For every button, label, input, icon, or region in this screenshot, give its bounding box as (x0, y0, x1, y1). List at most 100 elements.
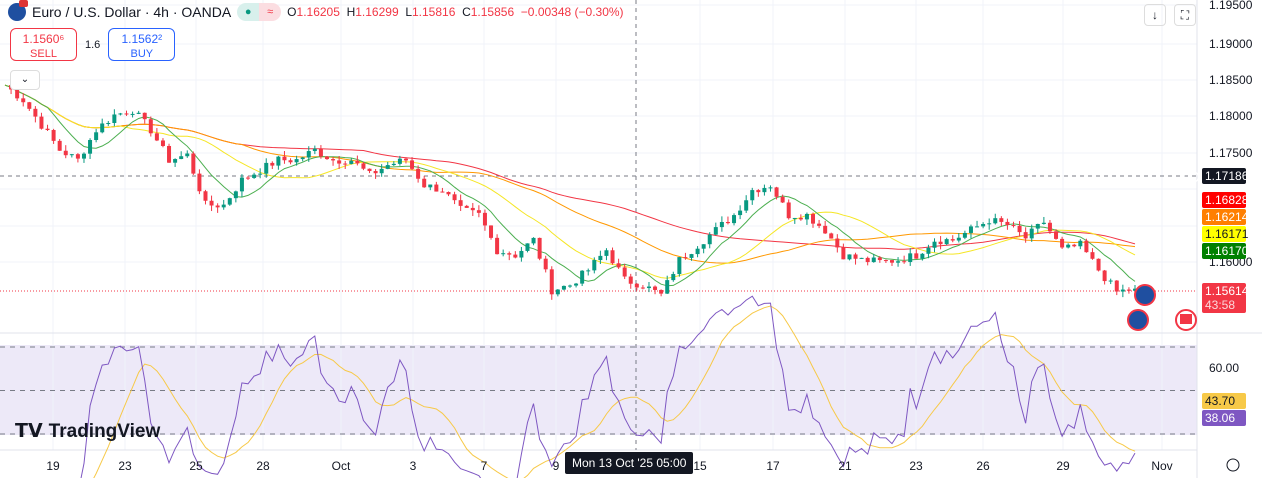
event-icons[interactable] (1127, 284, 1197, 331)
fullscreen-button[interactable]: ⛶ (1174, 4, 1196, 26)
candle (999, 218, 1004, 222)
eu-event-icon[interactable] (1134, 284, 1156, 306)
candle (671, 274, 676, 281)
candle (586, 270, 591, 272)
candle (470, 207, 475, 211)
candles (9, 80, 1137, 300)
candle (349, 160, 354, 164)
candle (896, 261, 901, 263)
candle (312, 148, 317, 152)
candle (264, 162, 269, 174)
tradingview-logo[interactable]: 𝗧𝗩 TradingView (15, 420, 161, 443)
price-tick: 1.19000 (1209, 37, 1253, 51)
time-tick: 19 (46, 459, 60, 473)
spread: 1.6 (85, 38, 101, 51)
wave-icon: ≈ (259, 3, 282, 21)
candle (732, 215, 737, 224)
time-tick: 7 (480, 459, 488, 473)
candle (142, 112, 147, 120)
candle (106, 122, 111, 124)
rsi-tick: 60.00 (1209, 361, 1240, 375)
time-tick: Oct (331, 459, 351, 473)
rsi-ma-tag: 43.70 (1202, 393, 1246, 409)
candle (324, 156, 329, 160)
us-flag (1180, 314, 1192, 324)
candle (476, 210, 481, 213)
time-tick: 9 (552, 459, 560, 473)
candle (841, 247, 846, 260)
candle (798, 217, 803, 220)
ma-mid-line (4, 84, 1136, 279)
candle (355, 160, 360, 164)
candle (1060, 238, 1065, 248)
eurusd-flag-icon (8, 0, 28, 21)
candle (598, 255, 603, 261)
candle (1066, 244, 1071, 248)
time-tick: 15 (693, 459, 707, 473)
candle (507, 253, 512, 255)
symbol-header: Euro / U.S. Dollar · 4h · OANDA ● ≈ O1.1… (8, 0, 624, 21)
candle (713, 227, 718, 235)
candle (258, 173, 263, 175)
sell-button[interactable]: 1.1560⁶ SELL (10, 28, 77, 61)
candle (94, 132, 99, 140)
eu-event-icon[interactable] (1127, 309, 1149, 331)
rsi-value-tag: 38.06 (1202, 410, 1246, 426)
candle (403, 158, 408, 161)
candle (276, 156, 281, 166)
candle (847, 254, 852, 260)
candle (318, 148, 323, 157)
candle (1114, 280, 1119, 292)
candle (1084, 240, 1089, 253)
candle (410, 160, 415, 169)
candle (446, 191, 451, 195)
candle (604, 250, 609, 256)
tv-logo-icon: 𝗧𝗩 (15, 421, 43, 442)
price-tick: 1.17500 (1209, 146, 1253, 160)
candle (853, 254, 858, 259)
ma-long-tag: 1.16828 (1202, 192, 1248, 208)
price-tick: 1.18500 (1209, 73, 1253, 87)
candle (1078, 240, 1083, 247)
chart-tools: ↓ ⛶ (1144, 4, 1196, 26)
candle (1120, 289, 1125, 292)
candle (610, 250, 615, 264)
candle (914, 253, 919, 259)
candle (148, 119, 153, 134)
symbol-title[interactable]: Euro / U.S. Dollar · 4h · OANDA (32, 4, 232, 20)
candle (804, 213, 809, 220)
candle (987, 223, 992, 225)
candle (1096, 258, 1101, 271)
candle (124, 113, 129, 115)
candle (482, 212, 487, 226)
candle (531, 237, 536, 244)
candle (221, 204, 226, 208)
candle (792, 217, 797, 219)
candle (422, 178, 427, 188)
candle (677, 257, 682, 275)
candle (811, 213, 816, 224)
status-pill[interactable]: ● ≈ (237, 3, 282, 21)
ma-long-line (4, 84, 1136, 250)
candle (622, 267, 627, 277)
candle (227, 198, 232, 205)
candle (203, 191, 208, 201)
candle (428, 184, 433, 188)
candle (561, 285, 566, 290)
candle (45, 128, 50, 131)
candle (938, 241, 943, 245)
candle (513, 254, 518, 258)
candle (719, 221, 724, 228)
ma-mid-tag: 1.16171 (1202, 226, 1248, 242)
add-alert-icon[interactable] (1183, 169, 1199, 185)
candle (1023, 232, 1028, 239)
candle (88, 139, 93, 154)
candle (69, 154, 74, 156)
collapse-button[interactable]: ⌄ (10, 70, 40, 90)
candle (440, 191, 445, 193)
settings-icon[interactable] (1226, 458, 1240, 472)
ma-fast-line (4, 84, 1136, 287)
buy-button[interactable]: 1.1562² BUY (108, 28, 176, 61)
download-button[interactable]: ↓ (1144, 4, 1166, 26)
